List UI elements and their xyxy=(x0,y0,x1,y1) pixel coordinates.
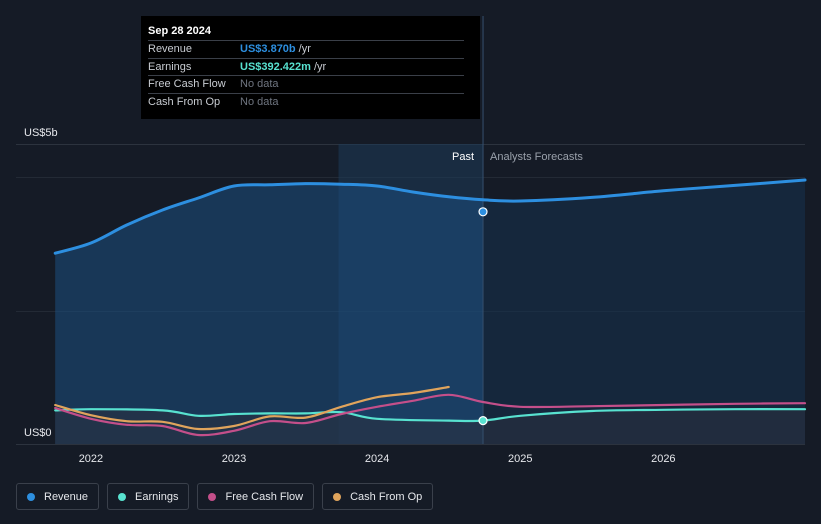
legend-label: Revenue xyxy=(44,490,89,503)
tooltip-date: Sep 28 2024 xyxy=(148,25,211,37)
legend-item-revenue[interactable]: Revenue xyxy=(16,483,100,510)
x-tick-label: 2024 xyxy=(365,453,389,465)
tooltip-value: US$392.422m xyxy=(240,60,311,73)
tooltip-row-revenue: Revenue US$3.870b /yr xyxy=(148,40,464,58)
legend: Revenue Earnings Free Cash Flow Cash Fro… xyxy=(16,483,434,510)
legend-item-earnings[interactable]: Earnings xyxy=(107,483,190,510)
free-cash-flow-line xyxy=(54,393,807,437)
x-tick-label: 2022 xyxy=(79,453,103,465)
tooltip-label: Cash From Op xyxy=(148,95,221,108)
earnings-dot-icon xyxy=(118,492,127,501)
tooltip-label: Revenue xyxy=(148,43,193,55)
y-axis-min-label: US$0 xyxy=(24,427,52,439)
revenue-highlight-point[interactable] xyxy=(478,207,488,217)
legend-label: Free Cash Flow xyxy=(225,490,304,503)
revenue-line xyxy=(53,178,807,255)
x-tick-label: 2026 xyxy=(651,453,675,465)
tooltip-unit: /yr xyxy=(298,43,311,55)
legend-item-free-cash-flow[interactable]: Free Cash Flow xyxy=(197,483,315,510)
tooltip-label: Earnings xyxy=(148,60,192,73)
tooltip-unit: /yr xyxy=(313,60,327,73)
legend-label: Cash From Op xyxy=(350,490,423,503)
tooltip-value: No data xyxy=(240,95,279,108)
analysts-forecasts-label: Analysts Forecasts xyxy=(490,151,583,163)
revenue-dot-icon xyxy=(27,492,35,501)
tooltip-label: Free Cash Flow xyxy=(148,78,226,90)
earnings-highlight-point[interactable] xyxy=(478,416,488,426)
small-series-area xyxy=(55,409,805,444)
tooltip-row-earnings: Earnings US$392.422m /yr xyxy=(148,57,464,76)
cash-from-op-line xyxy=(54,385,450,431)
tooltip: Sep 28 2024 Revenue US$3.870b /yr Earnin… xyxy=(141,16,480,119)
revenue-area-past xyxy=(55,183,484,444)
legend-label: Earnings xyxy=(135,490,179,503)
tooltip-row-cash-from-op: Cash From Op No data xyxy=(148,92,464,111)
revenue-area-forecast xyxy=(483,180,805,444)
x-tick-label: 2023 xyxy=(222,453,246,465)
tooltip-value: No data xyxy=(240,78,279,90)
cash-from-op-dot-icon xyxy=(333,492,342,501)
earnings-line xyxy=(54,408,807,423)
legend-item-cash-from-op[interactable]: Cash From Op xyxy=(322,483,434,510)
past-label: Past xyxy=(452,151,474,163)
y-axis-max-label: US$5b xyxy=(24,127,58,139)
tooltip-value: US$3.870b xyxy=(240,43,296,55)
x-tick-label: 2025 xyxy=(508,453,532,465)
free-cash-flow-dot-icon xyxy=(208,492,217,501)
tooltip-row-free-cash-flow: Free Cash Flow No data xyxy=(148,75,464,93)
